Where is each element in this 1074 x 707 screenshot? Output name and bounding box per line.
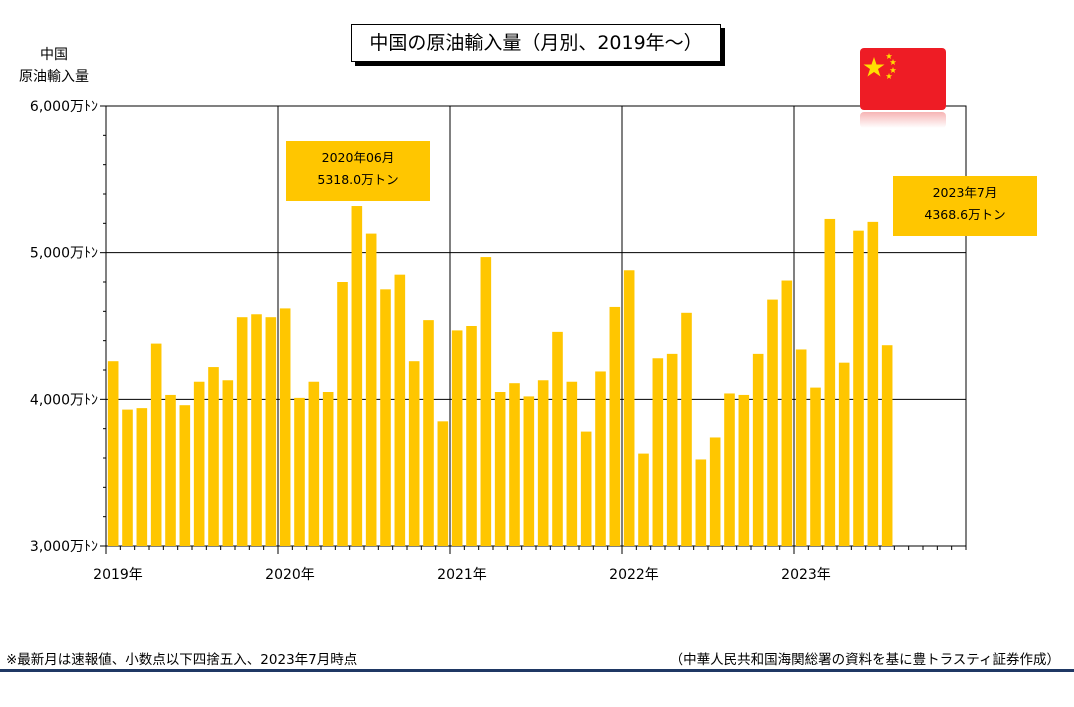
y-axis-label: 中国 原油輸入量 <box>6 44 102 88</box>
y-tick-label: 6,000万ﾄﾝ <box>30 99 98 115</box>
bar <box>666 353 678 546</box>
bar <box>652 358 664 546</box>
bar <box>595 371 606 546</box>
bar <box>752 353 764 546</box>
bar <box>222 380 234 546</box>
bar <box>150 343 162 546</box>
bar <box>236 317 248 546</box>
bar <box>781 280 793 546</box>
x-year-label: 2019年 <box>93 567 143 583</box>
x-year-label: 2020年 <box>265 567 315 583</box>
bar <box>308 381 320 546</box>
bar <box>322 392 334 546</box>
bar <box>480 257 492 546</box>
x-year-label: 2023年 <box>781 567 831 583</box>
y-axis-label-line1: 中国 <box>40 47 68 63</box>
bar <box>437 421 449 546</box>
bar <box>609 306 621 546</box>
y-tick-label: 3,000万ﾄﾝ <box>30 539 98 555</box>
bar <box>136 408 148 546</box>
bar <box>509 383 520 546</box>
bar <box>279 308 291 546</box>
bar <box>724 393 735 546</box>
bar <box>408 361 420 546</box>
plot-frame <box>105 105 967 547</box>
x-year-label: 2022年 <box>609 567 659 583</box>
annotation-value: 5318.0万トン <box>317 172 399 187</box>
bar <box>451 330 463 546</box>
bar <box>767 299 778 546</box>
bar <box>867 221 879 546</box>
bar <box>638 453 649 546</box>
bar <box>380 289 391 546</box>
bar <box>165 394 176 546</box>
bar <box>580 431 592 546</box>
bar <box>122 409 133 546</box>
source-note: （中華人民共和国海関総署の資料を基に豊トラスティ証券作成） <box>669 652 1060 668</box>
bar <box>523 396 535 546</box>
bar <box>208 367 219 546</box>
bar <box>494 392 506 546</box>
annotation-date: 2020年06月 <box>321 150 395 165</box>
bar <box>623 270 635 546</box>
annotation-2020-06: 2020年06月 5318.0万トン <box>286 141 430 201</box>
bar <box>179 405 191 546</box>
bottom-divider <box>0 669 1074 672</box>
footnote: ※最新月は速報値、小数点以下四捨五入、2023年7月時点 <box>6 652 358 668</box>
china-flag-icon <box>860 48 946 110</box>
bar <box>695 459 707 546</box>
bar <box>681 312 692 546</box>
bar <box>738 394 750 546</box>
flag-reflection <box>860 112 946 128</box>
bar <box>337 282 348 546</box>
y-tick-label: 4,000万ﾄﾝ <box>30 392 98 408</box>
annotation-value: 4368.6万トン <box>924 207 1006 222</box>
y-axis-label-line2: 原油輸入量 <box>19 69 89 85</box>
bar <box>351 206 363 546</box>
bar <box>466 326 477 546</box>
bar <box>265 317 277 546</box>
bar <box>394 274 406 546</box>
bar <box>365 233 377 546</box>
chart-title: 中国の原油輸入量（月別、2019年～） <box>351 24 721 62</box>
bar <box>795 349 807 546</box>
annotation-2023-07: 2023年7月 4368.6万トン <box>893 176 1037 236</box>
annotation-date: 2023年7月 <box>932 185 998 200</box>
bar <box>709 437 721 546</box>
bar <box>552 331 563 546</box>
bar <box>423 320 434 546</box>
bar <box>838 362 850 546</box>
bar <box>537 380 549 546</box>
bar <box>881 345 893 546</box>
bar <box>193 381 205 546</box>
x-year-label: 2021年 <box>437 567 487 583</box>
bar <box>251 314 262 546</box>
bar <box>294 397 305 546</box>
bar <box>107 361 119 546</box>
y-tick-label: 5,000万ﾄﾝ <box>30 246 98 262</box>
bar <box>810 387 821 546</box>
bar <box>566 381 578 546</box>
bar <box>824 218 836 546</box>
bar <box>853 230 864 546</box>
